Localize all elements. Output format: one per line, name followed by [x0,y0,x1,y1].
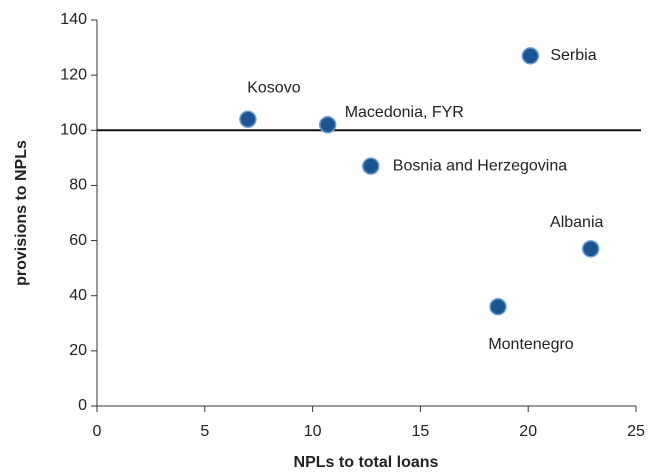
x-axis-title: NPLs to total loans [294,454,439,471]
x-tick-label: 5 [200,423,209,440]
y-tick-label: 0 [78,397,87,414]
x-tick-label: 15 [412,423,430,440]
point-label: Montenegro [488,336,573,353]
point-label: Kosovo [247,79,300,96]
point-label: Bosnia and Herzegovina [393,157,567,174]
point-label: Serbia [550,47,596,64]
x-tick-label: 0 [93,423,102,440]
x-tick-label: 25 [627,423,645,440]
x-tick-label: 20 [519,423,537,440]
point [581,240,600,258]
y-tick-label: 20 [69,342,87,359]
y-tick-label: 120 [60,66,87,83]
y-tick-label: 40 [69,287,87,304]
y-tick-label: 80 [69,177,87,194]
point [521,47,540,65]
point [318,116,337,134]
point-label: Macedonia, FYR [345,104,464,121]
y-tick-label: 60 [69,232,87,249]
x-tick-label: 10 [304,423,322,440]
point [239,110,257,129]
y-axis-title: provisions to NPLs [13,140,30,286]
point [489,297,507,316]
y-tick-label: 100 [60,122,87,139]
point [362,157,380,175]
point-label: Albania [550,214,603,231]
y-tick-label: 140 [60,11,87,28]
